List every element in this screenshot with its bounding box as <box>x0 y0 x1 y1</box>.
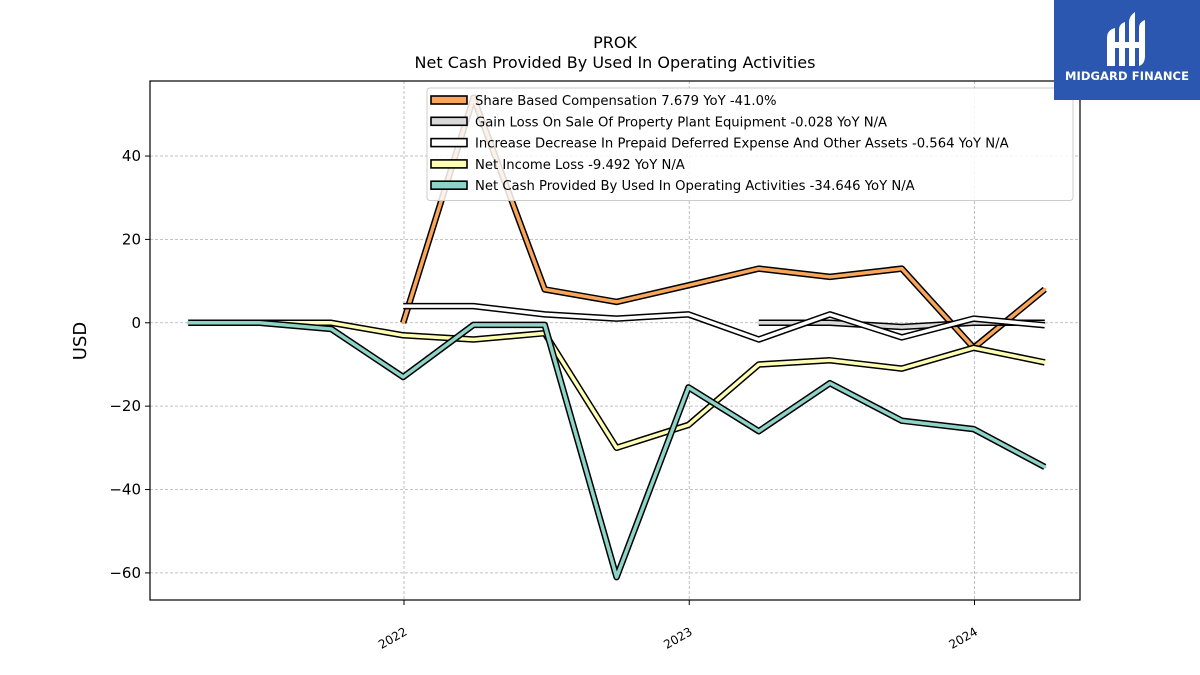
data-point <box>900 325 904 329</box>
y-tick-label: −60 <box>109 564 141 582</box>
data-point <box>757 321 761 325</box>
data-point <box>900 367 904 371</box>
legend-swatch <box>430 180 468 190</box>
data-point <box>757 429 761 433</box>
y-tick-label: 0 <box>131 314 141 332</box>
data-point <box>615 575 619 579</box>
data-point <box>900 267 904 271</box>
data-point <box>972 317 976 321</box>
data-point <box>828 358 832 362</box>
data-point <box>472 304 475 308</box>
y-tick-label: 40 <box>122 147 141 165</box>
legend-entry: Share Based Compensation 7.679 YoY -41.0… <box>475 94 777 109</box>
data-point <box>828 275 832 279</box>
data-point <box>472 323 475 327</box>
y-tick-label: 20 <box>122 230 141 248</box>
series-line-outline <box>188 319 1046 452</box>
data-point <box>687 423 690 427</box>
legend-swatch <box>430 137 468 148</box>
legend-entry: Net Cash Provided By Used In Operating A… <box>475 179 915 194</box>
chart-subtitle: Net Cash Provided By Used In Operating A… <box>415 53 816 72</box>
x-tick-label: 2024 <box>947 624 980 651</box>
data-point <box>828 381 832 385</box>
data-point <box>972 427 976 431</box>
plot-frame <box>149 80 1081 601</box>
data-point <box>543 287 547 291</box>
data-point <box>329 321 333 325</box>
data-point <box>543 312 547 316</box>
data-point <box>757 338 761 341</box>
brand-logo: MIDGARD FINANCE <box>1054 0 1200 100</box>
series-line <box>403 304 1045 342</box>
data-point <box>186 321 190 325</box>
data-point <box>543 323 547 327</box>
legend-swatch <box>430 95 468 105</box>
data-point <box>1043 465 1047 469</box>
data-point <box>757 363 761 366</box>
data-point <box>900 419 904 423</box>
data-point <box>828 321 832 325</box>
y-tick-label: −40 <box>109 481 141 499</box>
data-point <box>687 283 690 287</box>
data-point <box>1043 360 1047 364</box>
data-point <box>401 321 405 325</box>
data-point <box>900 335 904 339</box>
legend-entry: Net Income Loss -9.492 YoY N/A <box>475 158 685 173</box>
data-point <box>329 327 333 331</box>
data-point <box>757 267 761 271</box>
data-point <box>401 304 405 308</box>
data-point <box>615 446 619 450</box>
data-point <box>257 321 261 325</box>
legend-frame <box>426 87 1074 201</box>
brand-name: MIDGARD FINANCE <box>1064 69 1190 83</box>
data-point <box>615 317 619 321</box>
data-point <box>615 300 619 304</box>
series-line <box>188 321 1046 450</box>
series-4 <box>186 319 1047 452</box>
data-point <box>972 346 976 350</box>
x-tick-label: 2023 <box>661 624 694 651</box>
data-point <box>401 333 405 337</box>
legend-swatch <box>430 159 468 169</box>
legend: Share Based Compensation 7.679 YoY -41.0… <box>426 87 1074 201</box>
series-5 <box>186 319 1047 581</box>
legend-swatch <box>430 116 468 127</box>
midgard-logo-icon <box>1107 12 1145 66</box>
data-point <box>687 385 690 389</box>
y-tick-label: −20 <box>109 397 141 415</box>
y-axis-label: USD <box>70 322 91 360</box>
data-point <box>1043 287 1047 291</box>
chart-title: PROK <box>593 33 637 52</box>
data-point <box>828 312 832 316</box>
legend-entry: Gain Loss On Sale Of Property Plant Equi… <box>475 115 887 130</box>
series-3 <box>401 302 1047 343</box>
data-point <box>1043 323 1047 327</box>
data-point <box>401 375 405 379</box>
data-point <box>472 338 475 341</box>
legend-entry: Increase Decrease In Prepaid Deferred Ex… <box>475 137 1009 152</box>
data-point <box>687 312 690 316</box>
x-tick-label: 2022 <box>376 624 409 651</box>
